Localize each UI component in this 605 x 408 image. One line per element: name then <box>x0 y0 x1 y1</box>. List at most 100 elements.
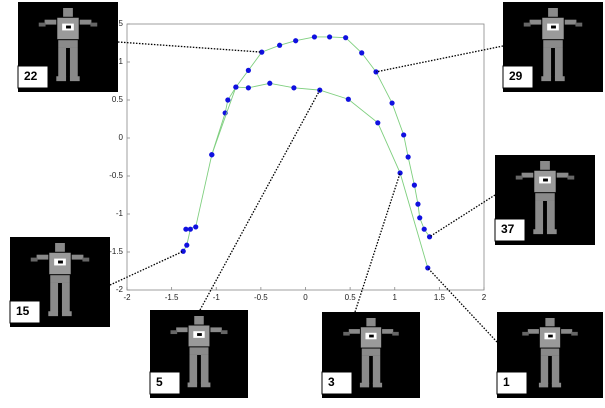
robot-part <box>194 316 204 325</box>
robot-part <box>197 333 202 336</box>
robot-part <box>528 329 539 334</box>
robot-part <box>565 20 577 25</box>
leader-line <box>110 251 183 285</box>
leader-line <box>355 173 400 312</box>
robot-part <box>70 76 80 81</box>
point <box>246 68 251 73</box>
robot-part <box>50 283 58 312</box>
x-tick-label: -1 <box>213 293 221 302</box>
plot-frame <box>127 24 484 290</box>
leader-line <box>428 268 497 342</box>
robot-part <box>221 330 228 334</box>
point <box>312 34 317 39</box>
robot-part <box>55 243 65 252</box>
robot-part <box>349 329 360 334</box>
robot-part <box>545 318 554 326</box>
robot-part <box>190 347 209 355</box>
inset-label: 29 <box>509 69 523 83</box>
inset-label: 5 <box>156 375 163 389</box>
point <box>415 202 420 207</box>
robot-part <box>360 383 369 388</box>
y-tick-label: -0.5 <box>109 171 123 180</box>
robot-part <box>567 176 574 180</box>
point <box>422 227 427 232</box>
point <box>359 50 364 55</box>
robot-part <box>37 255 49 260</box>
robot-part <box>201 355 209 384</box>
point <box>417 215 422 220</box>
robot-part <box>533 229 543 234</box>
y-tick-label: -2 <box>116 285 124 294</box>
point <box>184 243 189 248</box>
robot-part <box>50 275 70 283</box>
robot-part <box>171 330 178 334</box>
point <box>267 81 272 86</box>
point <box>327 34 332 39</box>
robot-part <box>547 229 557 234</box>
robot-part <box>543 179 548 182</box>
robot-part <box>540 161 550 170</box>
robot-part <box>516 176 523 180</box>
robot-part <box>555 76 565 81</box>
x-tick-label: 0.5 <box>345 293 357 302</box>
robot-part <box>70 48 78 77</box>
robot-part <box>362 349 381 356</box>
robot-part <box>575 23 582 27</box>
robot-part <box>548 8 558 17</box>
inset: 22 <box>18 2 118 92</box>
point <box>181 249 186 254</box>
point <box>193 224 198 229</box>
point <box>188 227 193 232</box>
robot-part <box>524 23 531 27</box>
robot-part <box>541 349 560 356</box>
x-tick-label: 1.5 <box>434 293 446 302</box>
inset: 5 <box>150 310 248 398</box>
robot-part <box>58 261 63 264</box>
robot-part <box>56 76 66 81</box>
robot-part <box>201 383 211 388</box>
robot-part <box>58 40 78 48</box>
robot-part <box>547 201 555 230</box>
point <box>412 183 417 188</box>
point <box>225 97 230 102</box>
robot-part <box>366 318 375 326</box>
robot-part <box>58 48 66 77</box>
robot-part <box>373 356 380 384</box>
robot-part <box>362 356 369 384</box>
leader-line <box>430 195 495 237</box>
x-tick-label: -1.5 <box>165 293 179 302</box>
page: -2-1.5-1-0.500.511.52-2-1.5-1-0.500.511.… <box>0 0 605 408</box>
robot-part <box>392 332 398 336</box>
inset-label: 3 <box>328 375 335 389</box>
point <box>401 132 406 137</box>
inset-label-box <box>150 372 180 394</box>
y-tick-label: 0.5 <box>112 95 124 104</box>
inset: 29 <box>503 2 603 92</box>
robot-part <box>551 26 556 29</box>
robot-part <box>31 258 38 262</box>
robot-part <box>552 356 559 384</box>
robot-part <box>373 383 382 388</box>
x-tick-label: -2 <box>123 293 131 302</box>
point <box>277 43 282 48</box>
y-tick-label: -1 <box>116 209 124 218</box>
robot-part <box>552 383 561 388</box>
robot-part <box>369 335 374 338</box>
robot-part <box>62 311 72 316</box>
point <box>346 97 351 102</box>
robot-part <box>530 20 542 25</box>
robot-part <box>571 332 577 336</box>
robot-part <box>82 258 89 262</box>
robot-part <box>535 201 543 230</box>
inset-label: 22 <box>24 69 38 83</box>
robot-part <box>45 20 57 25</box>
inset-label-box <box>497 372 527 394</box>
robot-part <box>382 329 393 334</box>
inset: 15 <box>10 237 110 327</box>
robot-part <box>535 193 555 201</box>
robot-part <box>48 311 58 316</box>
x-tick-label: 0 <box>303 293 308 302</box>
robot-part <box>90 23 97 27</box>
inset-label-box <box>322 372 352 394</box>
point <box>233 84 238 89</box>
